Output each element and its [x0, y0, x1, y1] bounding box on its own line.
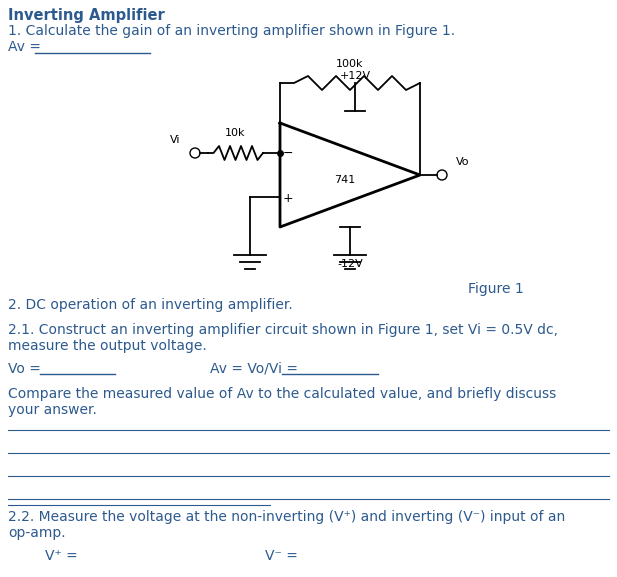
Text: 2.1. Construct an inverting amplifier circuit shown in Figure 1, set Vi = 0.5V d: 2.1. Construct an inverting amplifier ci…	[8, 323, 558, 337]
Text: 741: 741	[334, 175, 355, 185]
Text: measure the output voltage.: measure the output voltage.	[8, 339, 207, 353]
Text: V⁺ =: V⁺ =	[45, 549, 78, 563]
Text: Av = Vo/Vi =: Av = Vo/Vi =	[210, 362, 302, 376]
Text: Inverting Amplifier: Inverting Amplifier	[8, 8, 165, 23]
Text: V⁻ =: V⁻ =	[265, 549, 298, 563]
Text: your answer.: your answer.	[8, 403, 97, 417]
Text: +12V: +12V	[339, 71, 371, 81]
Text: 2. DC operation of an inverting amplifier.: 2. DC operation of an inverting amplifie…	[8, 298, 292, 312]
Text: op-amp.: op-amp.	[8, 526, 65, 540]
Text: −: −	[283, 147, 293, 159]
Text: +: +	[283, 193, 293, 205]
Text: Vi: Vi	[170, 135, 180, 145]
Text: Figure 1: Figure 1	[468, 282, 524, 296]
Text: 100k: 100k	[336, 59, 364, 69]
Text: Av =: Av =	[8, 40, 46, 54]
Text: Compare the measured value of Av to the calculated value, and briefly discuss: Compare the measured value of Av to the …	[8, 387, 557, 401]
Text: Vo =: Vo =	[8, 362, 41, 376]
Text: 2.2. Measure the voltage at the non-inverting (V⁺) and inverting (V⁻) input of a: 2.2. Measure the voltage at the non-inve…	[8, 510, 565, 524]
Text: 10k: 10k	[225, 128, 246, 138]
Text: Vo: Vo	[456, 157, 470, 167]
Text: -12V: -12V	[337, 259, 363, 269]
Text: 1. Calculate the gain of an inverting amplifier shown in Figure 1.: 1. Calculate the gain of an inverting am…	[8, 24, 455, 38]
